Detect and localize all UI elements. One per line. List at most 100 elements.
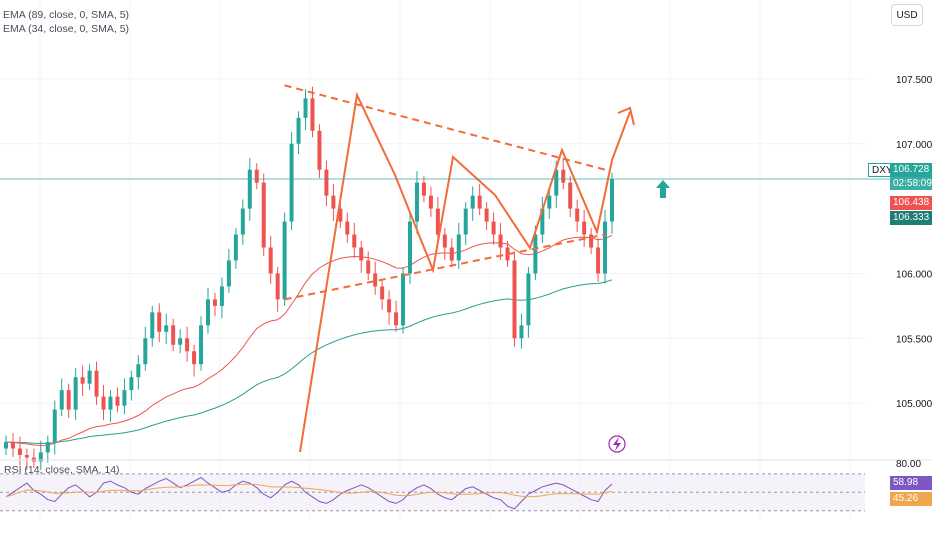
- candle: [80, 365, 85, 396]
- candle: [345, 212, 350, 243]
- candle: [331, 183, 336, 221]
- candle: [582, 209, 587, 247]
- candle: [610, 172, 614, 234]
- candle: [359, 241, 364, 273]
- candle: [561, 158, 566, 190]
- candle: [4, 435, 8, 455]
- zigzag-arrowhead: [617, 106, 635, 126]
- candle: [547, 189, 552, 219]
- rsi-line: [5, 476, 613, 510]
- lightning-bolt: [613, 437, 621, 451]
- candle: [206, 287, 210, 334]
- candle: [408, 212, 412, 284]
- y-tick-label: 105.000: [896, 399, 932, 410]
- candle: [115, 387, 120, 413]
- candle: [129, 370, 134, 401]
- candle: [456, 222, 461, 269]
- candle: [463, 202, 468, 245]
- candle: [282, 212, 287, 306]
- ema89-value-tag: 106.333: [890, 211, 932, 225]
- rsi-ma-line: [5, 483, 613, 498]
- candle: [310, 86, 315, 138]
- candle: [226, 248, 231, 293]
- candle: [373, 261, 378, 295]
- candle: [233, 228, 238, 269]
- candle: [449, 238, 454, 267]
- drawing-layer: [284, 84, 670, 453]
- candle: [219, 277, 224, 319]
- candle: [185, 326, 190, 362]
- candle: [10, 432, 15, 457]
- candle: [94, 361, 99, 406]
- ema89-line: [5, 279, 613, 444]
- candle: [526, 266, 531, 338]
- candle: [380, 279, 385, 310]
- ema89-legend[interactable]: EMA (89, close, 0, SMA, 5): [3, 9, 130, 21]
- candle: [512, 251, 517, 347]
- candle: [171, 318, 176, 352]
- candle: [575, 199, 580, 232]
- candle: [589, 228, 594, 254]
- dashed-trendline: [284, 233, 606, 301]
- candle: [66, 383, 71, 419]
- candle: [387, 290, 392, 325]
- rsi-value-tag: 58.98: [890, 476, 932, 490]
- candle: [212, 292, 217, 317]
- candle: [366, 251, 371, 280]
- candle: [136, 355, 141, 390]
- candle: [442, 228, 447, 260]
- rsi-legend[interactable]: RSI (14, close, SMA, 14): [4, 464, 120, 476]
- candle: [52, 400, 57, 455]
- candle: [484, 202, 489, 230]
- candle: [470, 186, 475, 221]
- ema34-path: [5, 234, 613, 446]
- candle: [317, 124, 322, 179]
- candle: [87, 364, 92, 391]
- last-price-tag: 106.728: [890, 163, 932, 177]
- dashed-trendline: [284, 84, 606, 171]
- candle: [568, 176, 573, 218]
- candle: [254, 163, 259, 190]
- candle: [491, 212, 496, 245]
- candle: [324, 160, 329, 206]
- candle: [101, 384, 106, 420]
- candle: [261, 173, 266, 256]
- grid-lines: [0, 0, 865, 520]
- ema34-value-tag: 106.438: [890, 196, 932, 210]
- candle: [45, 435, 50, 463]
- candlesticks: [4, 86, 614, 470]
- candle: [59, 378, 64, 417]
- price-axis: 107.500 107.000 106.000 105.500 105.000: [896, 75, 932, 410]
- y-tick-label: 107.000: [896, 140, 932, 151]
- candle: [603, 209, 608, 284]
- ema34-line: [5, 234, 613, 446]
- currency-button[interactable]: USD: [891, 4, 923, 26]
- candle: [192, 344, 197, 377]
- rsi-ma-value-tag: 45.26: [890, 492, 932, 506]
- candle: [519, 313, 524, 349]
- candle: [275, 266, 280, 312]
- y-tick-label: 107.500: [896, 75, 932, 86]
- candle: [596, 238, 601, 282]
- candle: [178, 329, 183, 354]
- candle: [477, 183, 482, 216]
- candle: [338, 202, 343, 229]
- candle: [164, 313, 169, 345]
- candle: [122, 378, 127, 415]
- candle: [17, 436, 22, 466]
- candle: [498, 222, 503, 260]
- lightning-icon: [608, 435, 626, 453]
- candle: [247, 158, 252, 221]
- candle: [268, 235, 273, 284]
- candle: [505, 241, 510, 267]
- candle: [150, 305, 155, 347]
- y-tick-label: 105.500: [896, 334, 932, 345]
- ema34-legend[interactable]: EMA (34, close, 0, SMA, 5): [3, 23, 130, 35]
- y-tick-label: 106.000: [896, 269, 932, 280]
- ema89-path: [5, 279, 613, 444]
- candle: [394, 300, 399, 332]
- candle: [296, 111, 301, 155]
- candle: [401, 266, 406, 334]
